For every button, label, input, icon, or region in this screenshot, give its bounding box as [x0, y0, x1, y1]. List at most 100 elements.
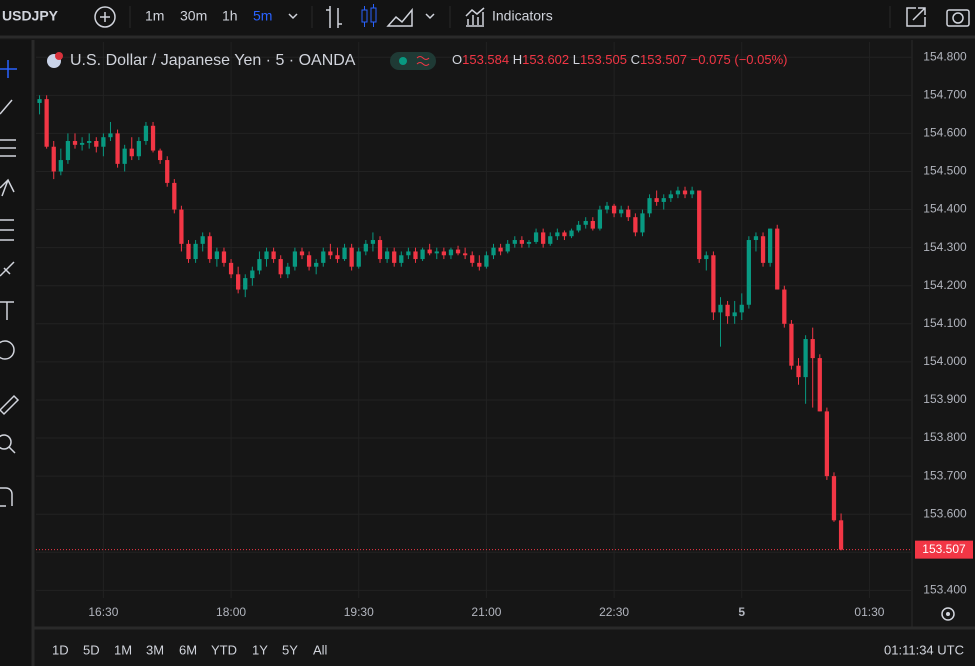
share-icon[interactable]	[906, 7, 926, 27]
candle-body	[732, 312, 737, 317]
candle-body	[143, 125, 149, 142]
range-button[interactable]: All	[313, 642, 328, 657]
candle-body	[370, 240, 376, 244]
interval-menu[interactable]	[288, 13, 298, 20]
ohlc-value: 153.584	[462, 52, 509, 67]
legend-title: U.S. Dollar / Japanese Yen · 5 · OANDA	[70, 52, 356, 69]
candle-body	[363, 243, 368, 252]
y-tick-label: 154.000	[923, 354, 967, 368]
y-tick-label: 154.500	[923, 164, 967, 178]
interval[interactable]: 1m	[145, 8, 164, 24]
candle-body	[271, 251, 276, 260]
candle-body	[817, 358, 822, 412]
y-tick-label: 154.600	[923, 126, 967, 140]
candle-body	[668, 194, 673, 199]
candle-body	[441, 251, 446, 256]
candle-body	[604, 205, 610, 210]
candle-body	[427, 249, 432, 254]
candle-body	[562, 232, 567, 237]
candle-body	[448, 249, 454, 256]
interval-active[interactable]: 5m	[253, 8, 272, 24]
candle-body	[470, 255, 475, 263]
candle-body	[569, 230, 574, 237]
candle-body	[533, 232, 539, 242]
text-tool[interactable]	[0, 301, 14, 320]
pattern-tool[interactable]	[0, 178, 15, 197]
candle-body	[541, 232, 546, 244]
indicators-button[interactable]: Indicators	[492, 8, 553, 24]
prediction-tool[interactable]	[0, 219, 14, 241]
brush-tool[interactable]	[0, 261, 15, 277]
top-toolbar	[0, 0, 975, 36]
interval[interactable]: 30m	[180, 8, 207, 24]
candle-body	[810, 339, 815, 359]
candle-body	[79, 142, 85, 145]
candle-body	[356, 251, 361, 267]
area-icon[interactable]	[386, 7, 413, 27]
candle-body	[51, 146, 56, 172]
y-tick-label: 154.200	[923, 278, 967, 292]
candle-body	[760, 236, 766, 263]
snapshot-icon[interactable]	[946, 9, 970, 27]
candle-body	[122, 148, 127, 164]
zoom-tool[interactable]	[0, 434, 16, 454]
y-tick-label: 153.900	[923, 392, 967, 406]
crosshair-tool[interactable]	[0, 60, 17, 78]
ohlc-value: 153.507	[640, 52, 687, 67]
fib-tool[interactable]	[0, 139, 16, 157]
candle-body	[434, 251, 439, 254]
candle-body	[406, 251, 411, 256]
interval[interactable]: 1h	[222, 8, 238, 24]
range-button[interactable]: 6M	[179, 642, 197, 657]
ohlc-values: O153.584 H153.602 L153.505 C153.507 −0.0…	[452, 52, 788, 67]
x-tick-label: 16:30	[88, 605, 118, 619]
candle-body	[328, 251, 333, 256]
y-tick-label: 154.800	[923, 49, 967, 63]
x-tick-label: 19:30	[344, 605, 374, 619]
range-button[interactable]: 1Y	[252, 642, 268, 657]
candle-body	[455, 249, 461, 254]
settings-icon[interactable]	[941, 607, 955, 621]
candle-body	[838, 520, 844, 550]
range-button[interactable]: 1M	[114, 642, 132, 657]
candle-body	[94, 141, 99, 147]
candles-icon[interactable]	[361, 4, 377, 27]
add-symbol[interactable]	[94, 6, 116, 28]
clock: 01:11:34 UTC	[884, 642, 964, 657]
candle-body	[548, 236, 553, 244]
candle-body	[768, 228, 773, 263]
range-button[interactable]: 5D	[83, 642, 100, 657]
candle-body	[58, 160, 63, 172]
bars-icon[interactable]	[326, 6, 342, 28]
candle-body	[590, 220, 595, 229]
candle-body	[172, 182, 177, 210]
symbol[interactable]: USDJPY	[2, 8, 59, 24]
emoji-tool[interactable]	[0, 340, 15, 360]
indicators-icon[interactable]	[465, 7, 485, 27]
candle-body	[576, 224, 581, 231]
candle-body	[101, 137, 106, 147]
candle-body	[697, 190, 702, 260]
plot: 153.400153.500153.600153.700153.800153.9…	[36, 42, 973, 619]
range-button[interactable]: YTD	[211, 642, 237, 657]
trendline-tool[interactable]	[0, 99, 13, 115]
candle-body	[349, 247, 354, 267]
chart-type-menu[interactable]	[425, 13, 435, 20]
candle-body	[789, 323, 794, 366]
candle-body	[221, 251, 227, 263]
candle-body	[392, 251, 397, 263]
candle-body	[214, 251, 220, 260]
last-price-badge	[915, 540, 973, 559]
status-wave	[416, 56, 430, 66]
ruler-tool[interactable]	[0, 394, 20, 416]
candle-body	[583, 220, 588, 225]
candle-body	[796, 365, 801, 378]
range-button[interactable]: 5Y	[282, 642, 298, 657]
range-button[interactable]: 3M	[146, 642, 164, 657]
magnet-tool[interactable]	[0, 487, 13, 507]
ohlc-key: O	[452, 52, 462, 67]
range-button[interactable]: 1D	[52, 642, 69, 657]
candle-body	[803, 339, 808, 378]
candle-body	[654, 198, 659, 202]
candle-body	[186, 243, 191, 260]
